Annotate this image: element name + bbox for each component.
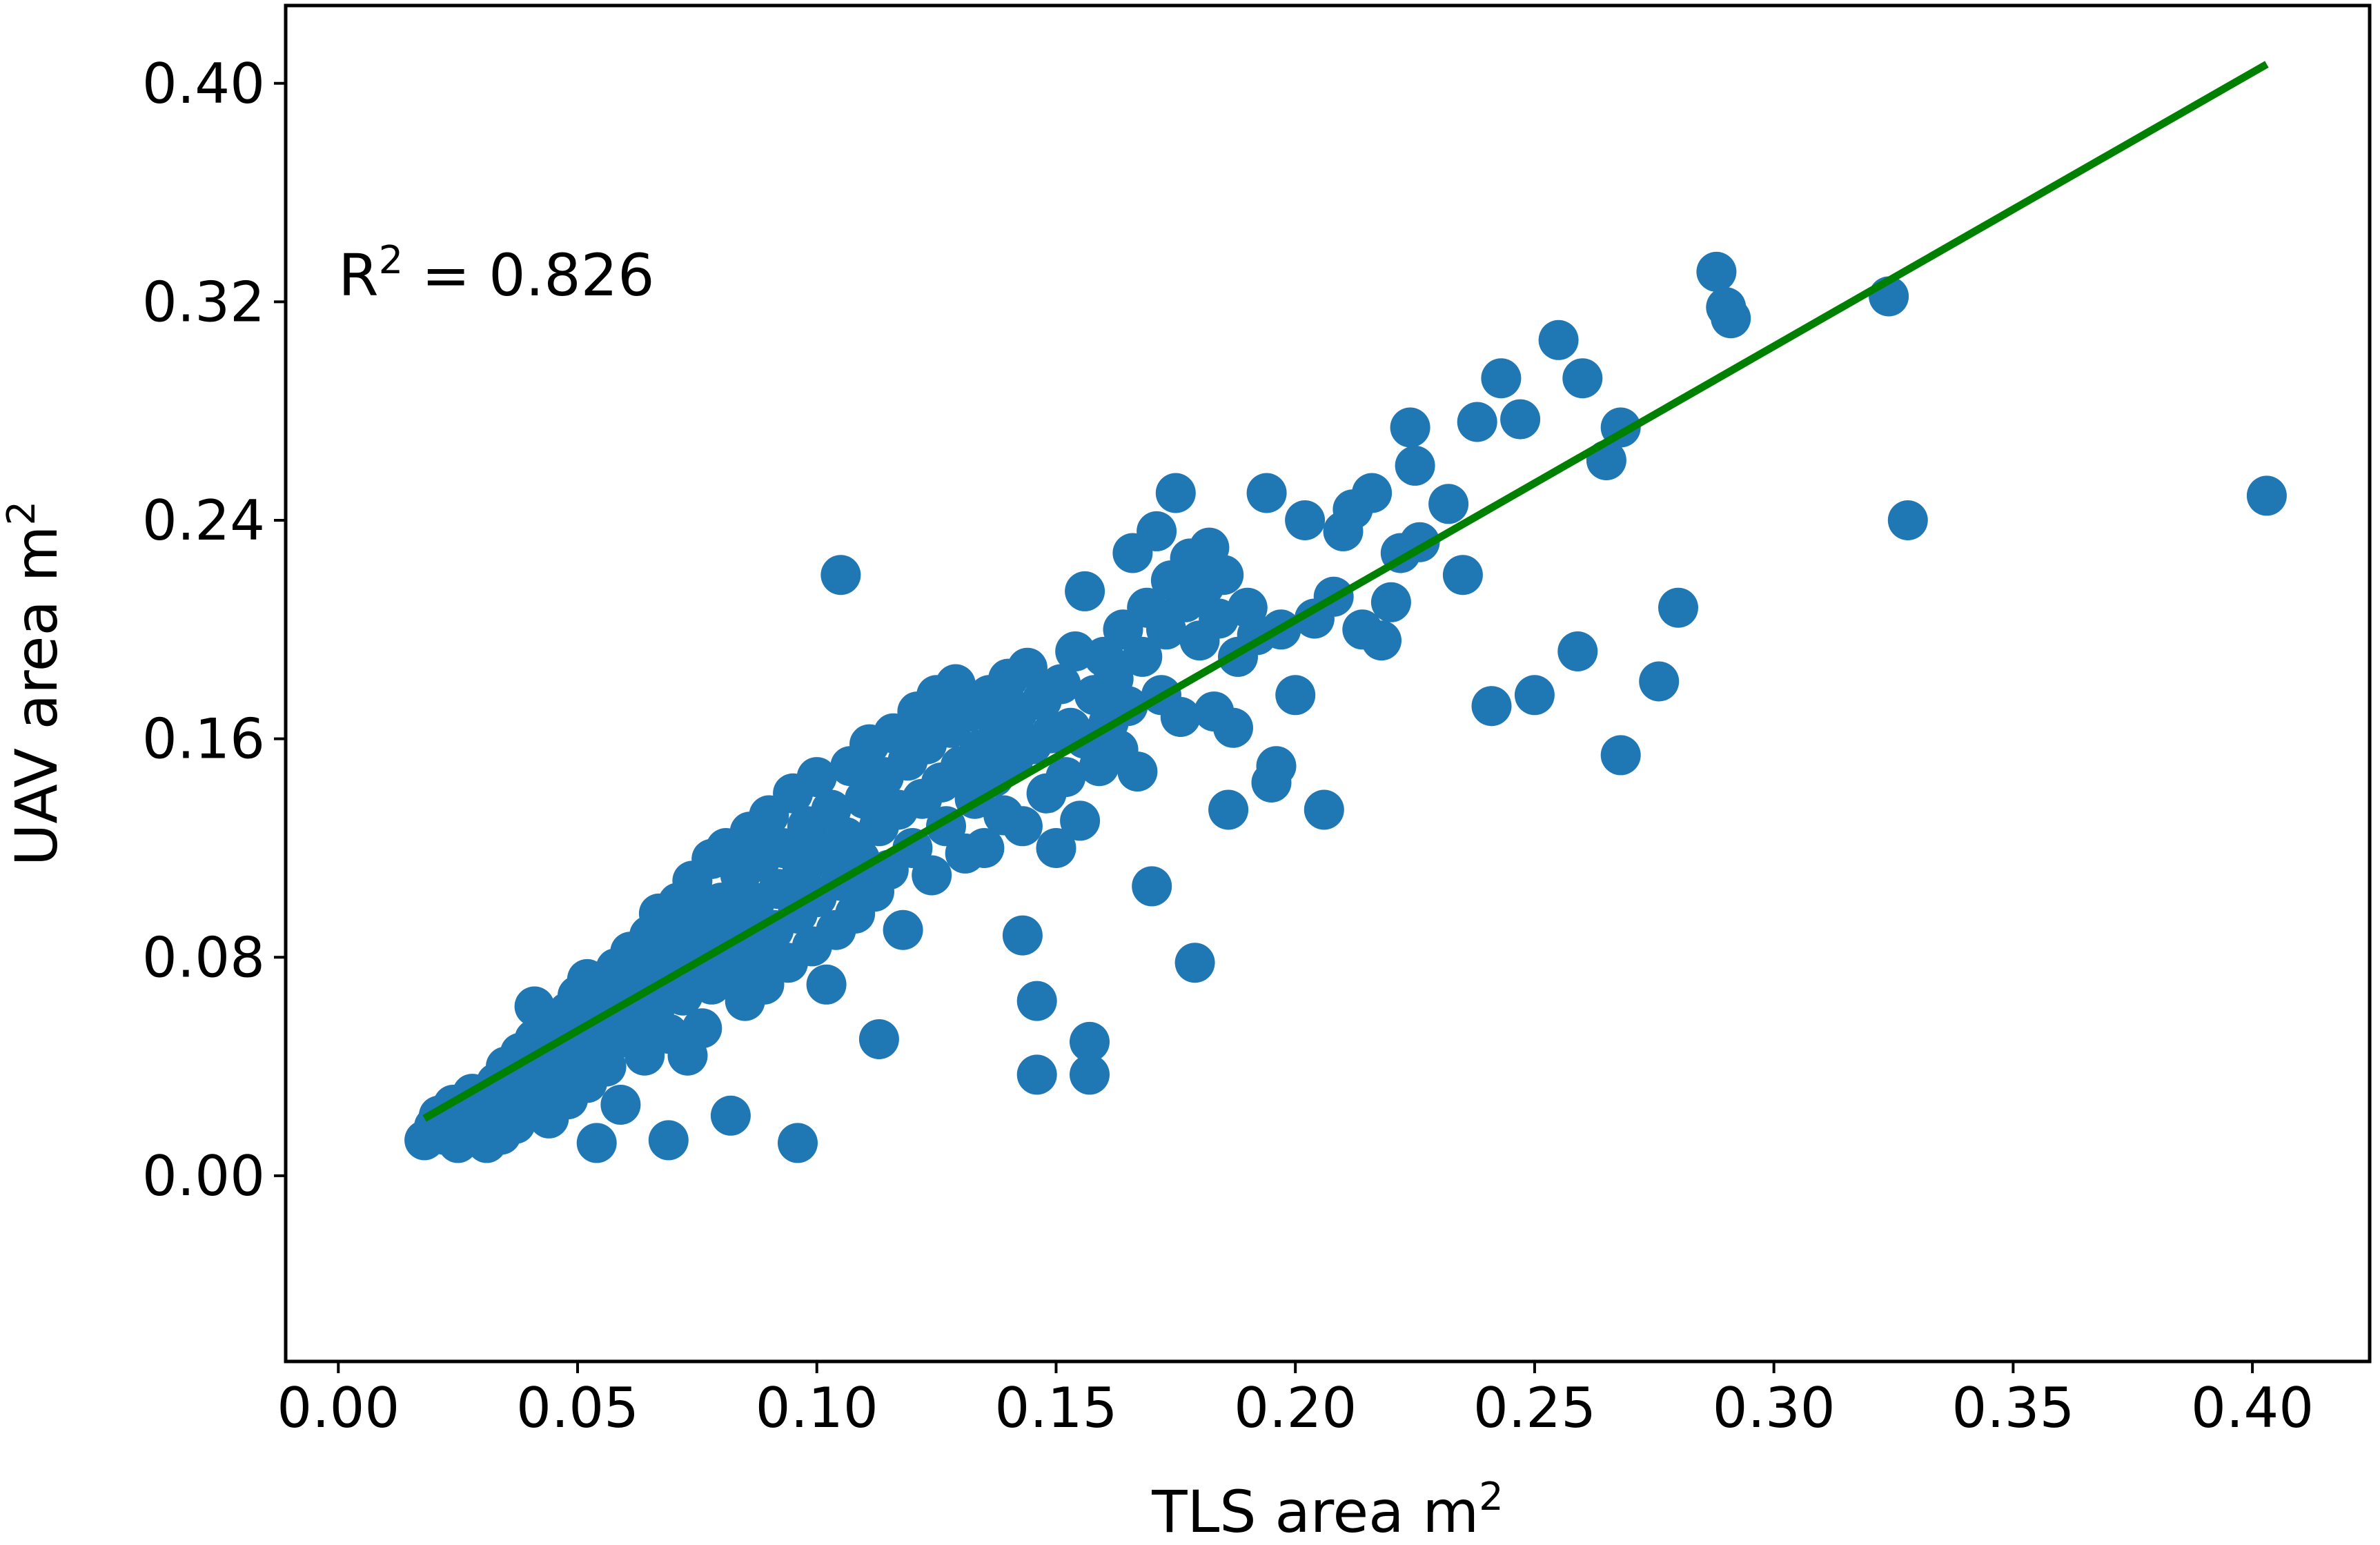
data-point xyxy=(796,757,837,798)
data-point xyxy=(806,964,847,1005)
data-point xyxy=(682,1008,722,1049)
data-point xyxy=(1246,473,1287,513)
x-axis-label: TLS area m2 xyxy=(1151,1475,1504,1545)
data-point xyxy=(576,1123,617,1163)
data-points xyxy=(404,251,2287,1163)
data-point xyxy=(1887,500,1928,540)
data-point xyxy=(1428,484,1469,524)
data-point xyxy=(1122,636,1163,677)
data-point xyxy=(1500,399,1541,440)
x-tick-label: 0.20 xyxy=(1234,1376,1357,1440)
data-point xyxy=(912,855,952,896)
data-point xyxy=(1395,445,1435,486)
data-point xyxy=(1658,587,1698,628)
y-tick-label: 0.40 xyxy=(142,52,265,116)
data-point xyxy=(1045,757,1086,798)
data-point xyxy=(1002,915,1043,956)
x-tick-label: 0.15 xyxy=(994,1376,1117,1440)
data-point xyxy=(1538,319,1579,360)
data-point xyxy=(1275,675,1316,716)
data-point xyxy=(600,1085,641,1125)
data-point xyxy=(1208,789,1249,830)
y-axis-label-superscript: 2 xyxy=(0,501,44,526)
data-point xyxy=(820,555,861,596)
r-squared-prefix: R xyxy=(338,242,378,309)
data-point xyxy=(1108,686,1148,727)
data-point xyxy=(1065,571,1105,611)
data-point xyxy=(1132,866,1172,907)
data-point xyxy=(1711,298,1751,339)
data-point xyxy=(1562,358,1603,399)
x-tick-label: 0.10 xyxy=(756,1376,878,1440)
x-tick-label: 0.30 xyxy=(1713,1376,1836,1440)
data-point xyxy=(1481,358,1522,399)
y-tick-label: 0.16 xyxy=(142,707,265,771)
data-point xyxy=(1256,746,1297,787)
data-point xyxy=(710,1095,751,1136)
x-tick-label: 0.35 xyxy=(1951,1376,2074,1440)
regression-line xyxy=(422,61,2269,1122)
data-point xyxy=(883,909,923,950)
y-axis-ticks: 0.00 0.08 0.16 0.24 0.32 0.40 xyxy=(142,52,286,1208)
y-tick-label: 0.32 xyxy=(142,270,265,334)
data-point xyxy=(1370,582,1411,622)
data-point xyxy=(1203,555,1244,596)
data-point xyxy=(1696,251,1737,292)
data-point xyxy=(1041,664,1081,705)
data-point xyxy=(1070,1054,1110,1095)
data-point xyxy=(1639,661,1680,702)
data-point xyxy=(1285,500,1326,540)
plot-frame xyxy=(284,3,2372,1364)
data-point xyxy=(1155,473,1196,513)
data-point xyxy=(1304,789,1344,830)
data-point xyxy=(1060,800,1101,841)
r-squared-superscript: 2 xyxy=(379,238,404,283)
x-tick-label: 0.00 xyxy=(277,1376,400,1440)
data-point xyxy=(1016,981,1057,1021)
data-point xyxy=(858,1019,899,1059)
data-point xyxy=(1070,1021,1110,1062)
x-tick-label: 0.05 xyxy=(516,1376,639,1440)
data-point xyxy=(1352,473,1393,513)
data-point xyxy=(1213,707,1253,748)
data-point xyxy=(1002,806,1043,847)
data-point xyxy=(1016,1054,1057,1095)
x-axis-ticks: 0.00 0.05 0.10 0.15 0.20 0.25 0.30 0.35 0.40 xyxy=(277,1361,2314,1440)
data-point xyxy=(1390,407,1430,448)
data-point xyxy=(648,1120,689,1161)
y-axis-label-text: UAV area m xyxy=(3,526,70,867)
data-point xyxy=(2246,475,2287,516)
data-point xyxy=(1557,631,1598,671)
x-axis-label-text: TLS area m xyxy=(1151,1478,1479,1545)
r-squared-annotation: R2 = 0.826 xyxy=(338,238,654,309)
data-point xyxy=(1442,555,1483,596)
y-tick-label: 0.08 xyxy=(142,925,265,990)
data-point xyxy=(964,828,1005,868)
x-tick-label: 0.25 xyxy=(1473,1376,1596,1440)
data-point xyxy=(1160,697,1201,737)
data-point xyxy=(778,1123,818,1163)
data-point xyxy=(1117,751,1158,792)
r-squared-value: = 0.826 xyxy=(403,242,654,309)
data-point xyxy=(1600,735,1641,776)
data-point xyxy=(1361,620,1402,661)
data-point xyxy=(1174,943,1215,983)
y-axis-label: UAV area m2 xyxy=(0,501,70,866)
x-tick-label: 0.40 xyxy=(2191,1376,2314,1440)
data-point xyxy=(1471,686,1512,727)
data-point xyxy=(1514,675,1555,716)
y-tick-label: 0.00 xyxy=(142,1144,265,1208)
data-point xyxy=(1457,402,1497,442)
data-point xyxy=(1007,647,1048,688)
x-axis-label-superscript: 2 xyxy=(1479,1475,1504,1519)
y-tick-label: 0.24 xyxy=(142,489,265,553)
data-point xyxy=(1137,511,1177,551)
data-point xyxy=(1036,828,1076,868)
